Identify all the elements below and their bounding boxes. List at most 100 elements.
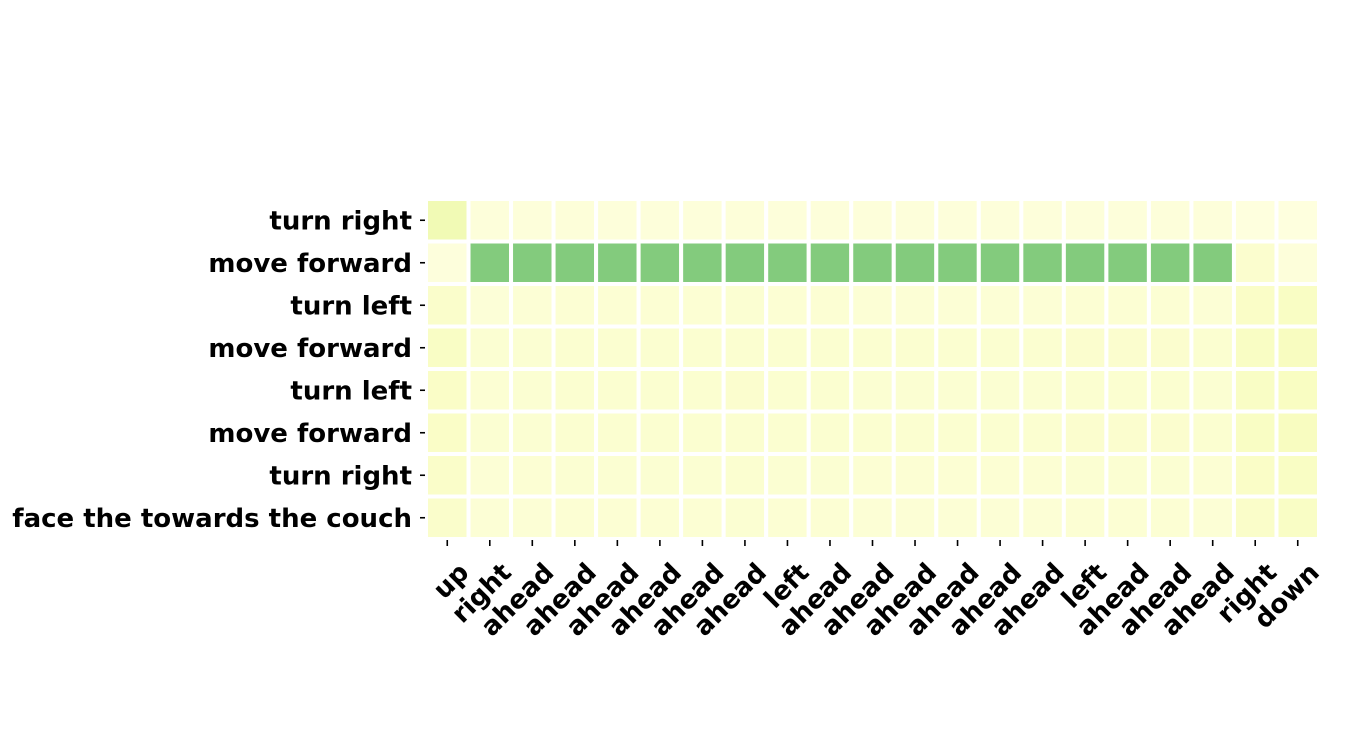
heatmap-cell: [891, 494, 939, 541]
row-label: turn right: [269, 206, 412, 236]
heatmap-cell: [806, 197, 854, 244]
heatmap-cell: [764, 282, 811, 329]
heatmap-cell: [594, 197, 641, 244]
heatmap-cell: [594, 452, 641, 499]
heatmap-cell: [551, 239, 599, 286]
heatmap-cell: [509, 367, 556, 414]
row-label: turn left: [290, 376, 412, 406]
heatmap-cell: [424, 452, 471, 499]
row-label: turn right: [269, 461, 412, 491]
heatmap-cell: [849, 197, 896, 244]
row-label: face the towards the couch: [12, 504, 412, 534]
heatmap-cell: [1146, 197, 1194, 244]
heatmap-cell: [1274, 239, 1322, 286]
heatmap-cell: [509, 409, 556, 456]
heatmap-cell: [509, 452, 556, 499]
heatmap-cell: [1189, 282, 1236, 329]
heatmap-cell: [636, 409, 684, 456]
heatmap-cell: [679, 282, 726, 329]
heatmap-cell: [1274, 409, 1322, 456]
heatmap-cell: [1231, 452, 1279, 499]
heatmap-cell: [1061, 367, 1109, 414]
heatmap-cell: [1061, 324, 1109, 371]
heatmap-cell: [721, 494, 769, 541]
heatmap-cell: [934, 282, 981, 329]
heatmap-cell: [1019, 197, 1066, 244]
heatmap-cell: [1231, 239, 1279, 286]
heatmap-cell: [1061, 452, 1109, 499]
heatmap-cell: [934, 197, 981, 244]
heatmap-cell: [1104, 367, 1151, 414]
heatmap-cell: [1231, 367, 1279, 414]
heatmap-cell: [976, 409, 1024, 456]
heatmap-cell: [891, 452, 939, 499]
heatmap-cell: [509, 324, 556, 371]
heatmap-cell: [1104, 324, 1151, 371]
row-label: turn left: [290, 291, 412, 321]
heatmap-cell: [806, 282, 854, 329]
heatmap-cell: [509, 239, 556, 286]
heatmap-cell: [1019, 409, 1066, 456]
heatmap-cell: [636, 324, 684, 371]
heatmap-cell: [891, 324, 939, 371]
row-label: move forward: [208, 419, 412, 449]
heatmap-cell: [806, 409, 854, 456]
heatmap-cell: [636, 494, 684, 541]
heatmap-cell: [934, 409, 981, 456]
heatmap-cell: [551, 409, 599, 456]
heatmap-cell: [424, 324, 471, 371]
heatmap-cell: [1019, 494, 1066, 541]
heatmap-cell: [1104, 197, 1151, 244]
heatmap-cell: [934, 367, 981, 414]
heatmap-cell: [509, 494, 556, 541]
heatmap-cell: [976, 494, 1024, 541]
heatmap-cell: [721, 324, 769, 371]
heatmap-cell: [1231, 494, 1279, 541]
heatmap-cell: [1146, 409, 1194, 456]
heatmap-cell: [721, 239, 769, 286]
heatmap-cell: [636, 239, 684, 286]
heatmap-cell: [636, 367, 684, 414]
heatmap-cell: [424, 239, 471, 286]
heatmap-cell: [466, 367, 514, 414]
heatmap-cell: [679, 409, 726, 456]
heatmap-cell: [1189, 452, 1236, 499]
heatmap-cell: [721, 452, 769, 499]
heatmap-cell: [594, 324, 641, 371]
heatmap-cell: [1146, 239, 1194, 286]
heatmap-cell: [1189, 324, 1236, 371]
heatmap-cell: [594, 282, 641, 329]
heatmap-cell: [764, 409, 811, 456]
heatmap-cell: [1274, 367, 1322, 414]
heatmap-cell: [1189, 197, 1236, 244]
heatmap-cell: [551, 282, 599, 329]
heatmap-cell: [1019, 282, 1066, 329]
heatmap-cell: [891, 409, 939, 456]
heatmap-cell: [1146, 367, 1194, 414]
row-label: move forward: [208, 334, 412, 364]
heatmap-cell: [636, 452, 684, 499]
heatmap-cell: [849, 239, 896, 286]
heatmap-cell: [424, 409, 471, 456]
heatmap-cell: [1061, 239, 1109, 286]
heatmap-cell: [891, 282, 939, 329]
heatmap-cell: [1146, 324, 1194, 371]
heatmap-cell: [1231, 197, 1279, 244]
heatmap-cell: [764, 239, 811, 286]
heatmap-cell: [1104, 452, 1151, 499]
heatmap-cell: [934, 239, 981, 286]
heatmap-cell: [1274, 282, 1322, 329]
heatmap-cell: [594, 494, 641, 541]
heatmap-cell: [1189, 494, 1236, 541]
heatmap-cell: [1231, 409, 1279, 456]
heatmap-cell: [849, 324, 896, 371]
heatmap-cell: [891, 197, 939, 244]
heatmap-cell: [891, 239, 939, 286]
heatmap-cell: [721, 367, 769, 414]
heatmap-cell: [466, 197, 514, 244]
heatmap-cell: [551, 367, 599, 414]
heatmap-cell: [976, 452, 1024, 499]
heatmap-cell: [891, 367, 939, 414]
heatmap-cell: [849, 367, 896, 414]
heatmap-cell: [679, 452, 726, 499]
